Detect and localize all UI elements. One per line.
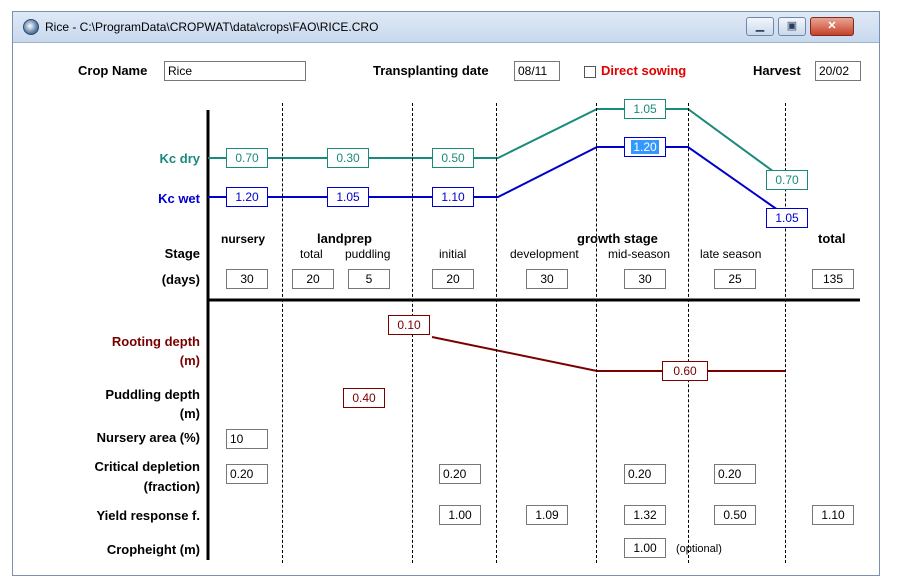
- rooting-depth-label: Rooting depth: [111, 334, 200, 349]
- critical-depletion-label: Critical depletion: [94, 459, 200, 474]
- crop-name-input[interactable]: Rice: [164, 61, 306, 81]
- kc-dry-line: [208, 108, 786, 181]
- kc-wet-mid-selected-text: 1.20: [631, 140, 659, 154]
- critical-depletion-late-input[interactable]: 0.20: [714, 464, 756, 484]
- development-header: development: [510, 247, 579, 261]
- kc-wet-initial-input[interactable]: 1.10: [432, 187, 474, 207]
- days-nursery-input[interactable]: 30: [226, 269, 268, 289]
- transplanting-input[interactable]: 08/11: [514, 61, 560, 81]
- close-icon: ✕: [827, 20, 837, 32]
- stage-separator: [688, 103, 689, 563]
- kc-dry-end-input[interactable]: 0.70: [766, 170, 808, 190]
- nursery-header: nursery: [221, 232, 266, 246]
- maximize-button[interactable]: ▣: [778, 17, 806, 36]
- kc-dry-initial-input[interactable]: 0.50: [432, 148, 474, 168]
- mid-season-header: mid-season: [608, 247, 671, 261]
- rooting-depth-line: [431, 336, 785, 372]
- landprep-header: landprep: [317, 231, 372, 246]
- rooting-depth-initial-input[interactable]: 0.10: [388, 315, 430, 335]
- initial-header: initial: [439, 247, 467, 261]
- harvest-input[interactable]: 20/02: [815, 61, 861, 81]
- nursery-area-label: Nursery area (%): [96, 430, 200, 445]
- days-late-season-input[interactable]: 25: [714, 269, 756, 289]
- transplanting-label: Transplanting date: [373, 63, 489, 78]
- yield-response-development-input[interactable]: 1.09: [526, 505, 568, 525]
- title-bar[interactable]: Rice - C:\ProgramData\CROPWAT\data\crops…: [13, 12, 879, 43]
- stage-label: Stage: [164, 246, 200, 261]
- rooting-depth-max-input[interactable]: 0.60: [662, 361, 708, 381]
- days-development-input[interactable]: 30: [526, 269, 568, 289]
- stage-separator: [282, 103, 283, 563]
- harvest-label: Harvest: [753, 63, 801, 78]
- growth-stage-header: growth stage: [577, 231, 658, 246]
- days-label: (days): [161, 272, 200, 287]
- puddling-depth-input[interactable]: 0.40: [343, 388, 385, 408]
- kc-wet-landprep-input[interactable]: 1.05: [327, 187, 369, 207]
- days-initial-input[interactable]: 20: [432, 269, 474, 289]
- nursery-area-input[interactable]: 10: [226, 429, 268, 449]
- landprep-total-subheader: total: [300, 247, 323, 261]
- cropheight-input[interactable]: 1.00: [624, 538, 666, 558]
- stage-separator: [785, 103, 786, 563]
- kc-dry-landprep-input[interactable]: 0.30: [327, 148, 369, 168]
- kc-wet-mid-input[interactable]: 1.20: [624, 137, 666, 157]
- critical-depletion-unit: (fraction): [143, 479, 200, 494]
- stage-separator: [596, 103, 597, 563]
- yield-response-label: Yield response f.: [96, 508, 200, 523]
- kc-dry-mid-input[interactable]: 1.05: [624, 99, 666, 119]
- days-mid-season-input[interactable]: 30: [624, 269, 666, 289]
- yield-response-late-input[interactable]: 0.50: [714, 505, 756, 525]
- kc-wet-label: Kc wet: [158, 191, 200, 206]
- days-total-input[interactable]: 135: [812, 269, 854, 289]
- critical-depletion-mid-input[interactable]: 0.20: [624, 464, 666, 484]
- puddling-depth-unit: (m): [179, 406, 200, 421]
- close-button[interactable]: ✕: [810, 17, 854, 36]
- kc-dry-label: Kc dry: [159, 151, 200, 166]
- puddling-depth-label: Puddling depth: [105, 387, 200, 402]
- yield-response-total-input[interactable]: 1.10: [812, 505, 854, 525]
- app-icon: [23, 19, 39, 35]
- minimize-icon: ▁: [755, 20, 765, 32]
- crop-name-label: Crop Name: [78, 63, 148, 78]
- critical-depletion-initial-input[interactable]: 0.20: [439, 464, 481, 484]
- total-header: total: [818, 231, 846, 246]
- yield-response-mid-input[interactable]: 1.32: [624, 505, 666, 525]
- stage-separator: [496, 103, 497, 563]
- late-season-header: late season: [700, 247, 762, 261]
- kc-dry-nursery-input[interactable]: 0.70: [226, 148, 268, 168]
- days-puddling-input[interactable]: 5: [348, 269, 390, 289]
- puddling-subheader: puddling: [345, 247, 391, 261]
- kc-wet-end-input[interactable]: 1.05: [766, 208, 808, 228]
- rooting-depth-unit: (m): [179, 353, 200, 368]
- direct-sowing-checkbox[interactable]: [584, 66, 596, 78]
- restore-icon: ▣: [786, 20, 798, 32]
- window-title: Rice - C:\ProgramData\CROPWAT\data\crops…: [45, 20, 379, 34]
- days-landprep-total-input[interactable]: 20: [292, 269, 334, 289]
- kc-wet-line: [208, 146, 786, 216]
- cropheight-label: Cropheight (m): [106, 542, 200, 557]
- direct-sowing-label: Direct sowing: [601, 63, 687, 78]
- yield-response-initial-input[interactable]: 1.00: [439, 505, 481, 525]
- critical-depletion-nursery-input[interactable]: 0.20: [226, 464, 268, 484]
- minimize-button[interactable]: ▁: [746, 17, 774, 36]
- kc-wet-nursery-input[interactable]: 1.20: [226, 187, 268, 207]
- cropheight-optional-note: (optional): [676, 543, 722, 555]
